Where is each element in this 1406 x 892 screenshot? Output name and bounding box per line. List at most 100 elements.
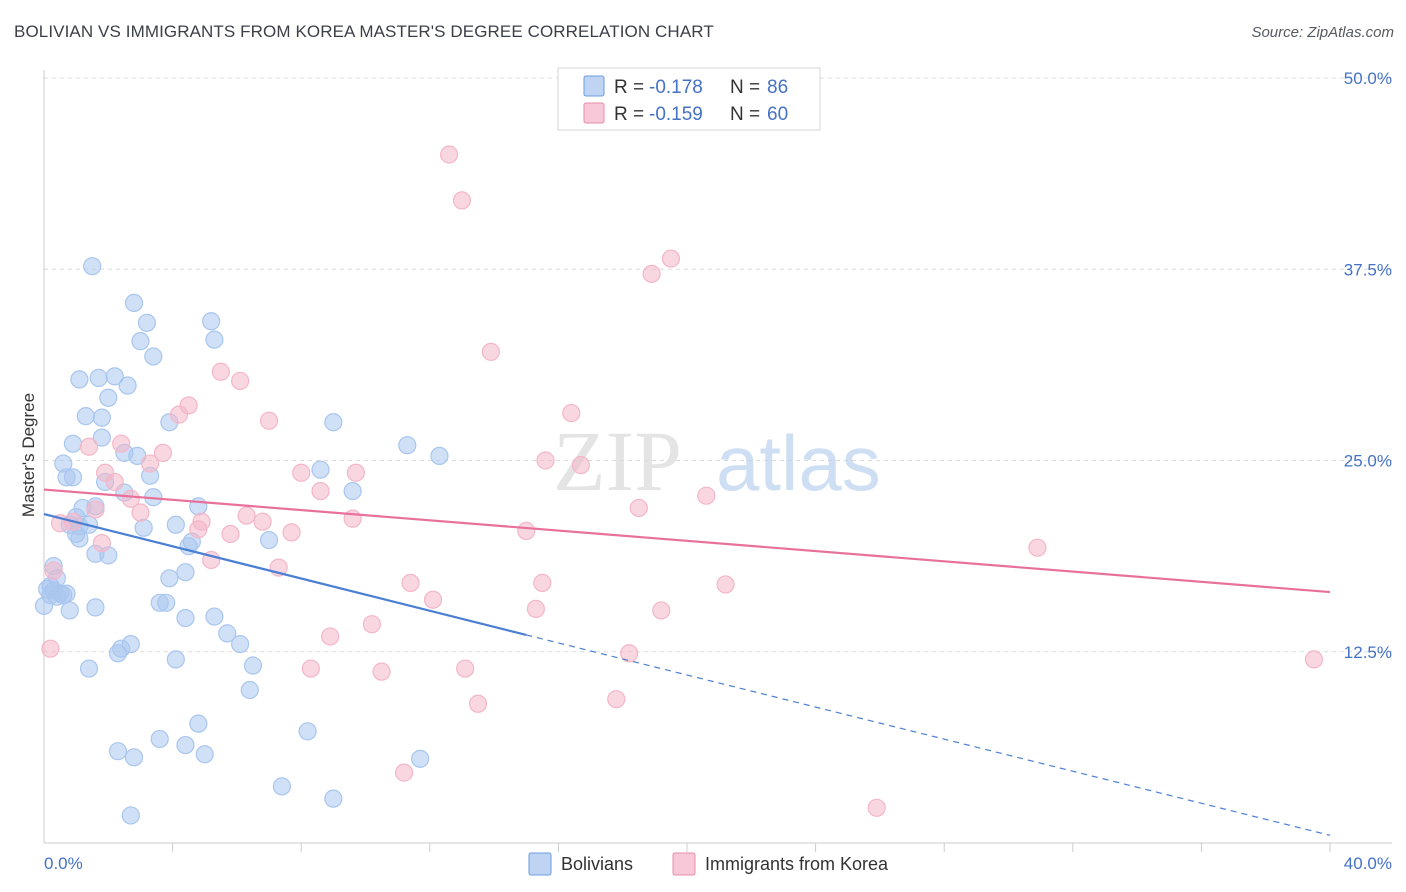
- bolivians-point: [166, 650, 185, 669]
- bolivians-point: [176, 608, 195, 628]
- bolivians-point: [166, 515, 185, 534]
- bolivians-point: [272, 777, 292, 796]
- bolivians-n-label: N =: [730, 77, 760, 98]
- grid-lines: [44, 77, 1392, 653]
- korea-point: [642, 264, 661, 283]
- korea-point: [536, 451, 555, 470]
- korea-point: [372, 662, 391, 681]
- korea-swatch: [583, 102, 605, 124]
- bolivians-point: [108, 742, 128, 761]
- korea-point: [231, 371, 250, 391]
- korea-point: [629, 498, 648, 518]
- korea-point: [153, 443, 173, 462]
- bolivians-point: [202, 312, 221, 331]
- korea-point: [456, 659, 475, 678]
- bolivians-trend-line: [43, 512, 527, 636]
- stats-legend: R = -0.178 N = 86 R = -0.159 N = 60: [557, 67, 821, 131]
- bolivians-point: [60, 601, 79, 620]
- y-tick-labels: 12.5% 25.0% 37.5% 50.0%: [1344, 69, 1392, 662]
- bolivians-point: [86, 598, 105, 617]
- bolivians-point: [205, 330, 224, 349]
- bolivians-point: [311, 460, 330, 479]
- watermark-zip: ZIP: [553, 413, 682, 509]
- bolivians-point: [38, 579, 57, 599]
- korea-point: [301, 659, 320, 678]
- bolivians-point: [231, 634, 250, 654]
- bolivians-point: [298, 722, 317, 741]
- bolivians-point: [63, 468, 83, 487]
- korea-point: [468, 694, 488, 713]
- korea-point: [439, 145, 459, 164]
- bolivians-point: [76, 407, 95, 426]
- korea-point: [282, 523, 301, 542]
- korea-point: [697, 486, 716, 505]
- y-axis-label: Master's Degree: [19, 393, 38, 517]
- korea-point: [221, 524, 240, 544]
- korea-point: [401, 573, 420, 593]
- bolivians-point: [243, 656, 263, 675]
- bolivians-point: [218, 624, 237, 643]
- korea-point: [716, 575, 735, 594]
- bolivians-point: [324, 413, 343, 432]
- bolivians-point: [57, 584, 76, 603]
- bolivians-point: [144, 347, 163, 366]
- korea-point: [237, 506, 256, 525]
- y-tick-label: 25.0%: [1344, 452, 1392, 471]
- bolivians-point: [134, 518, 153, 537]
- korea-r-label: R =: [614, 104, 644, 125]
- korea-point: [517, 521, 536, 540]
- korea-point: [452, 191, 472, 210]
- legend-bolivians-swatch: [528, 852, 552, 876]
- korea-point: [571, 455, 591, 475]
- korea-point: [423, 590, 443, 609]
- x-tick-label-max: 40.0%: [1344, 854, 1392, 873]
- korea-point: [481, 342, 500, 361]
- korea-n-label: N =: [730, 104, 760, 125]
- y-tick-label: 37.5%: [1344, 260, 1392, 279]
- korea-point: [526, 599, 545, 619]
- bolivians-point: [176, 735, 195, 755]
- bolivians-point: [195, 745, 214, 764]
- bolivians-point: [324, 789, 343, 808]
- korea-n-value: 60: [767, 104, 788, 125]
- bolivians-point: [124, 293, 144, 313]
- bolivians-point: [105, 367, 124, 386]
- y-tick-label: 12.5%: [1344, 643, 1392, 662]
- bolivians-point: [189, 714, 208, 733]
- axes: [43, 70, 1392, 844]
- korea-point: [346, 463, 365, 482]
- legend-korea-swatch: [672, 852, 696, 876]
- bolivians-point: [92, 428, 111, 447]
- korea-point: [1304, 650, 1324, 669]
- korea-point: [253, 512, 272, 531]
- korea-point: [140, 454, 160, 473]
- bolivians-point: [118, 376, 137, 395]
- chart-title: BOLIVIAN VS IMMIGRANTS FROM KOREA MASTER…: [14, 22, 714, 41]
- bolivians-point: [70, 529, 89, 548]
- bolivians-point: [92, 408, 111, 427]
- bolivians-n-value: 86: [767, 77, 788, 98]
- series-legend: Bolivians Immigrants from Korea: [528, 852, 889, 876]
- korea-point: [211, 362, 230, 381]
- korea-point: [189, 520, 208, 539]
- bolivians-point: [259, 530, 279, 550]
- bolivians-point: [79, 659, 99, 678]
- korea-point: [652, 601, 671, 620]
- korea-point: [620, 644, 639, 663]
- bolivians-point: [343, 482, 362, 501]
- bolivians-point: [411, 749, 430, 768]
- korea-point: [661, 249, 681, 268]
- bolivians-point: [137, 313, 156, 332]
- korea-point: [95, 463, 115, 482]
- korea-point: [321, 627, 340, 646]
- korea-point: [533, 573, 552, 593]
- bolivians-point: [83, 257, 102, 276]
- bolivians-point: [121, 806, 140, 825]
- bolivians-point: [205, 607, 224, 626]
- korea-point: [86, 500, 105, 519]
- bolivians-point: [240, 680, 259, 700]
- korea-point: [394, 763, 414, 782]
- bolivians-r-label: R =: [614, 77, 644, 98]
- korea-point: [292, 463, 311, 482]
